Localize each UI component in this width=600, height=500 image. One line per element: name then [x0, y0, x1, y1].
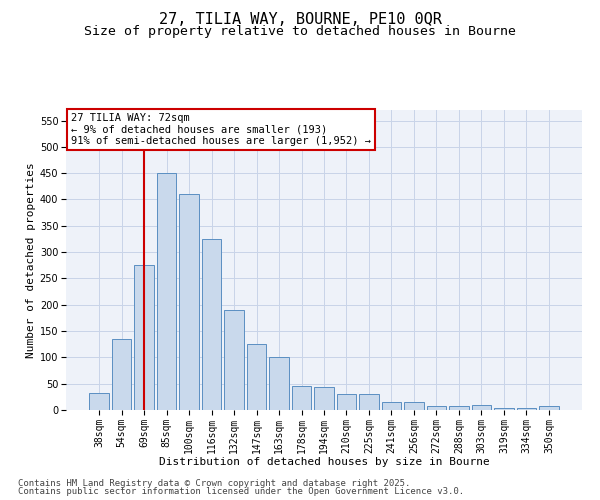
Bar	[112, 339, 131, 410]
Bar	[472, 406, 491, 410]
Y-axis label: Number of detached properties: Number of detached properties	[26, 162, 35, 358]
Bar	[449, 406, 469, 410]
Bar	[359, 394, 379, 410]
Bar	[157, 173, 176, 410]
Text: Contains public sector information licensed under the Open Government Licence v3: Contains public sector information licen…	[18, 487, 464, 496]
Bar	[292, 386, 311, 410]
Bar	[404, 402, 424, 410]
Text: Size of property relative to detached houses in Bourne: Size of property relative to detached ho…	[84, 25, 516, 38]
Bar	[382, 402, 401, 410]
Bar	[134, 266, 154, 410]
Bar	[427, 406, 446, 410]
Text: Contains HM Land Registry data © Crown copyright and database right 2025.: Contains HM Land Registry data © Crown c…	[18, 478, 410, 488]
Text: 27, TILIA WAY, BOURNE, PE10 0QR: 27, TILIA WAY, BOURNE, PE10 0QR	[158, 12, 442, 28]
Text: 27 TILIA WAY: 72sqm
← 9% of detached houses are smaller (193)
91% of semi-detach: 27 TILIA WAY: 72sqm ← 9% of detached hou…	[71, 113, 371, 146]
Bar	[314, 388, 334, 410]
Bar	[517, 408, 536, 410]
Bar	[494, 408, 514, 410]
X-axis label: Distribution of detached houses by size in Bourne: Distribution of detached houses by size …	[158, 457, 490, 467]
Bar	[179, 194, 199, 410]
Bar	[224, 310, 244, 410]
Bar	[89, 392, 109, 410]
Bar	[247, 344, 266, 410]
Bar	[539, 406, 559, 410]
Bar	[337, 394, 356, 410]
Bar	[202, 239, 221, 410]
Bar	[269, 358, 289, 410]
